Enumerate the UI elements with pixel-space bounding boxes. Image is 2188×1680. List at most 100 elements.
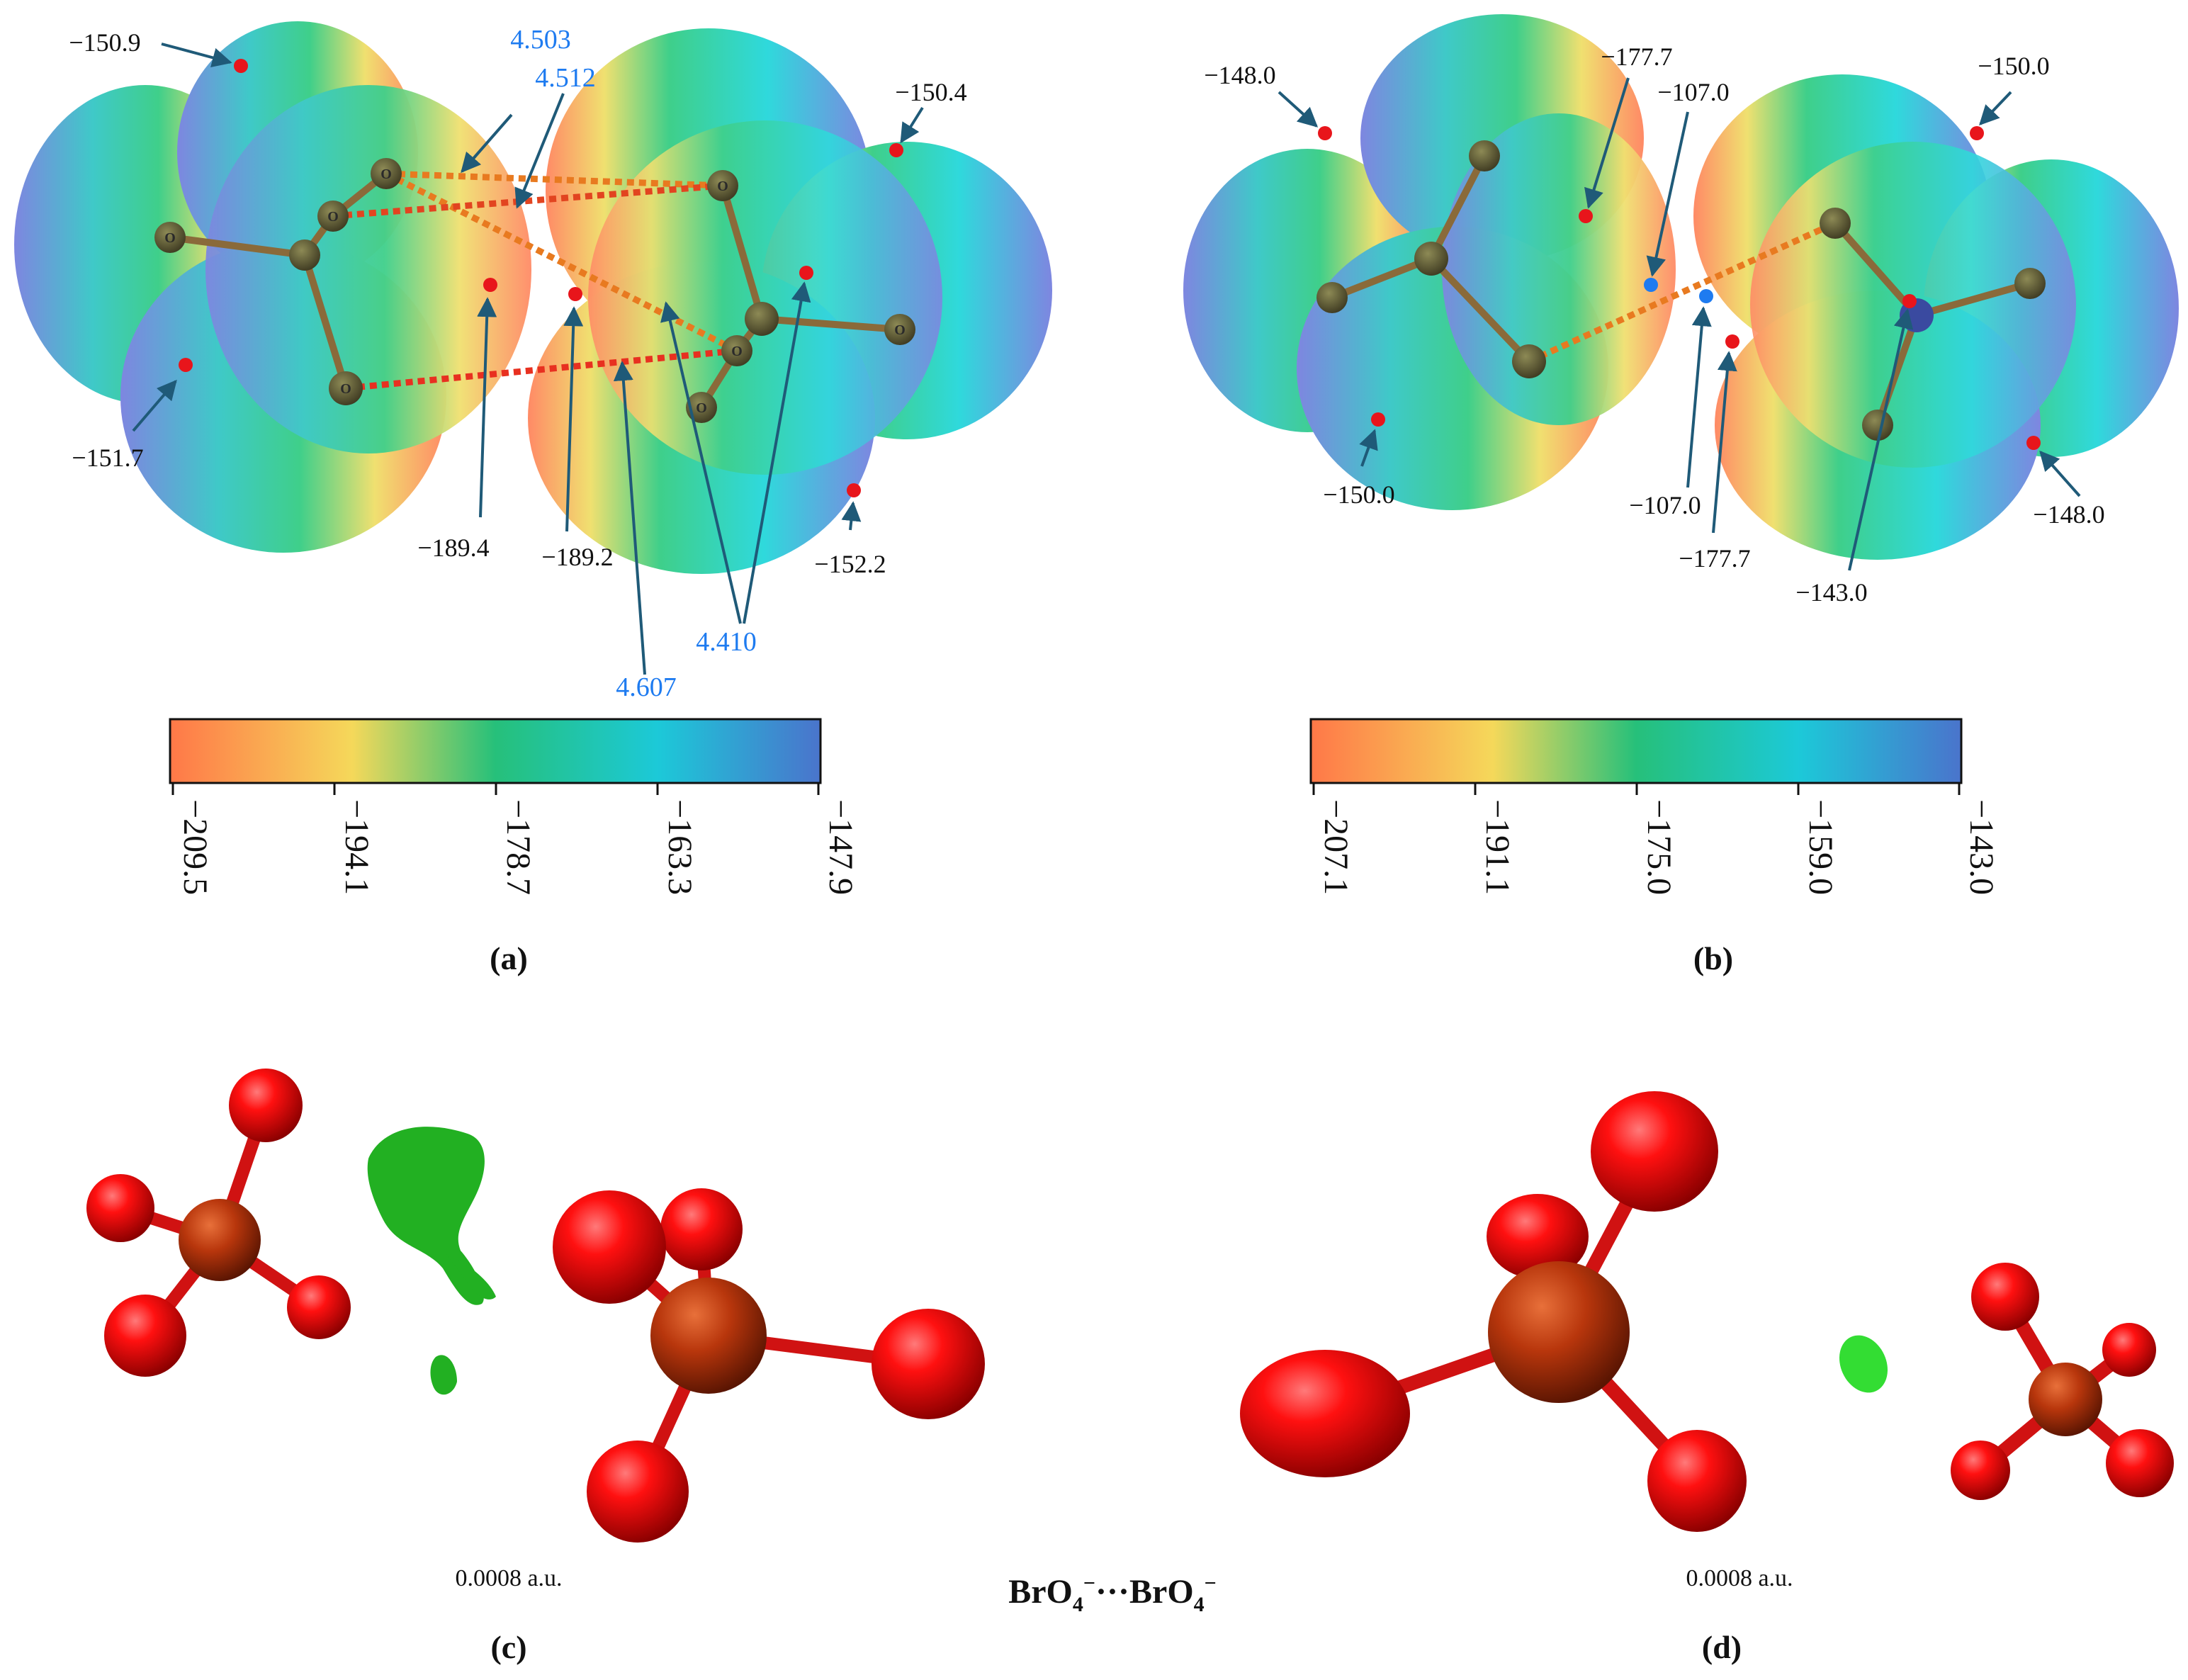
- arrows-a: [132, 43, 924, 675]
- nci-isosurface-d: [1839, 1335, 1888, 1393]
- panel-a: O O O O O O O O: [14, 21, 1052, 976]
- panel-d: 0.0008 a.u. (d): [1240, 1091, 2174, 1665]
- oxygen-atom: [287, 1275, 351, 1339]
- arrows-b: [1278, 77, 2081, 571]
- esp-label: −107.0: [1629, 491, 1701, 519]
- isovalue-label-d: 0.0008 a.u.: [1686, 1565, 1793, 1591]
- esp-label: −152.2: [814, 550, 886, 578]
- atom-br: [289, 239, 320, 271]
- oxygen-atom: [1487, 1194, 1589, 1279]
- colorbar-tick: −143.0: [1963, 799, 2000, 895]
- esp-minimum-point: [847, 483, 861, 497]
- bromine-atom: [650, 1278, 767, 1394]
- esp-minimum-point: [1579, 209, 1593, 223]
- colorbar-tick: −209.5: [176, 799, 214, 895]
- panel-label-c: (c): [490, 1629, 526, 1665]
- atom-o: [329, 371, 363, 405]
- colorbar-tick: −163.3: [661, 799, 699, 895]
- atom-o: [1469, 140, 1500, 171]
- svg-text:O: O: [717, 179, 728, 194]
- nci-isosurface-c: [367, 1127, 496, 1395]
- esp-label: −177.7: [1601, 43, 1672, 71]
- esp-minimum-point: [234, 59, 248, 73]
- isovalue-label-c: 0.0008 a.u.: [455, 1565, 562, 1591]
- distance-labels-a: 4.503 4.512 4.410 4.607: [510, 25, 757, 702]
- colorbar-tick: −191.1: [1479, 799, 1516, 895]
- esp-surface-b-right: [1693, 74, 2179, 560]
- esp-label: −150.0: [1978, 52, 2049, 80]
- colorbar-b: −207.1 −191.1 −175.0 −159.0 −143.0: [1309, 718, 2000, 895]
- esp-label: −148.0: [2033, 500, 2104, 529]
- esp-minimum-point: [799, 266, 813, 280]
- oxygen-atom: [2102, 1323, 2156, 1377]
- esp-minimum-point: [1725, 334, 1739, 349]
- oxygen-atom: [1647, 1430, 1747, 1532]
- svg-text:O: O: [164, 230, 176, 246]
- esp-minimum-point: [1371, 412, 1385, 427]
- esp-minimum-point: [483, 278, 497, 292]
- esp-label: −150.9: [69, 28, 140, 57]
- oxygen-atom: [660, 1188, 743, 1270]
- panel-label-b: (b): [1693, 940, 1733, 976]
- esp-points-b: [1318, 126, 2041, 450]
- oxygen-atom: [229, 1069, 303, 1142]
- distance-label: 4.410: [696, 627, 757, 657]
- atom-o: [1316, 282, 1348, 313]
- oxygen-atom: [1951, 1441, 2010, 1500]
- esp-label: −107.0: [1657, 78, 1729, 106]
- esp-minimum-point: [1318, 126, 1332, 140]
- esp-surface-a-left: [14, 21, 531, 553]
- esp-label: −151.7: [72, 444, 143, 472]
- esp-minimum-point: [889, 143, 903, 157]
- colorbar-tick: −207.1: [1317, 799, 1355, 895]
- esp-surface-a-right: [528, 28, 1052, 574]
- svg-text:O: O: [340, 381, 351, 397]
- esp-label: −143.0: [1795, 578, 1867, 607]
- esp-minimum-point: [179, 358, 193, 372]
- oxygen-atom: [1591, 1091, 1718, 1212]
- oxygen-atom: [1971, 1263, 2039, 1331]
- atom-o: [1820, 208, 1851, 239]
- colorbar-tick: −159.0: [1802, 799, 1839, 895]
- colorbar-a: −209.5 −194.1 −178.7 −163.3 −147.9: [169, 718, 859, 895]
- svg-text:O: O: [696, 400, 707, 416]
- distance-label: 4.512: [535, 63, 596, 93]
- esp-label: −189.4: [417, 534, 489, 562]
- distance-label: 4.607: [616, 672, 677, 702]
- esp-minimum-point: [1902, 294, 1917, 308]
- esp-minimum-point: [1970, 126, 1984, 140]
- svg-text:O: O: [894, 322, 906, 338]
- colorbar-tick: −175.0: [1640, 799, 1678, 895]
- atom-o: [707, 170, 738, 201]
- esp-maximum-point: [1699, 289, 1713, 303]
- atom-o: [1512, 344, 1546, 378]
- esp-label: −150.4: [895, 78, 966, 106]
- colorbar-tick: −178.7: [500, 799, 537, 895]
- svg-text:O: O: [380, 167, 392, 182]
- atom-o: [1862, 410, 1893, 441]
- esp-values-b: −148.0 −177.7 −107.0 −150.0 −150.0 −107.…: [1204, 43, 2104, 607]
- atom-o: [686, 392, 717, 423]
- atom-o: [154, 222, 186, 253]
- oxygen-atom: [872, 1309, 985, 1419]
- esp-minimum-point: [568, 287, 582, 301]
- oxygen-atom: [553, 1190, 666, 1304]
- esp-label: −150.0: [1323, 480, 1394, 509]
- bromine-atom: [179, 1199, 261, 1281]
- colorbar-tick: −194.1: [338, 799, 376, 895]
- atom-o: [721, 335, 752, 366]
- esp-label: −148.0: [1204, 61, 1275, 89]
- panel-b: −148.0 −177.7 −107.0 −150.0 −150.0 −107.…: [1183, 14, 2179, 976]
- formula-caption: BrO4−···BrO4−: [1008, 1572, 1217, 1616]
- atom-o: [371, 158, 402, 189]
- distance-label: 4.503: [510, 25, 571, 55]
- atom-br: [745, 302, 779, 336]
- oxygen-atom: [104, 1295, 186, 1377]
- panel-label-d: (d): [1702, 1629, 1742, 1665]
- panel-label-a: (a): [490, 940, 528, 976]
- esp-maximum-point: [1644, 278, 1658, 292]
- colorbar-tick: −147.9: [822, 799, 859, 895]
- bromine-atom: [2029, 1363, 2102, 1436]
- oxygen-atom: [587, 1441, 689, 1543]
